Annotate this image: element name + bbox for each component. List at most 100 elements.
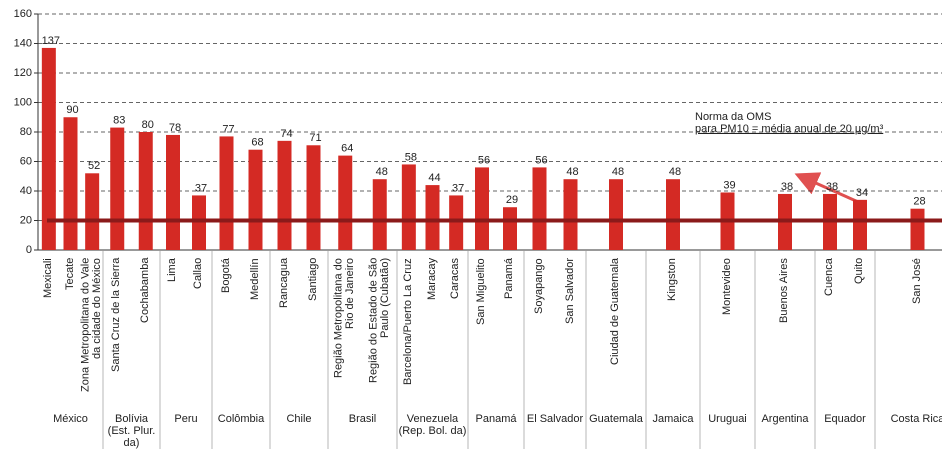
x-tick-label: Região Metropolitana do Rio de Janeiro (332, 258, 357, 378)
bar (110, 127, 125, 250)
y-tick-label: 100 (14, 96, 32, 108)
x-tick-label: Quito (853, 258, 866, 285)
x-tick-label: San José (910, 258, 923, 304)
bar (41, 47, 56, 250)
y-tick-label: 120 (14, 67, 32, 79)
x-tick-label: Lima (166, 258, 179, 282)
value-label: 48 (612, 166, 624, 178)
x-tick-label: Soyapango (532, 258, 545, 314)
x-tick-label: San Salvador (563, 258, 576, 325)
value-label: 29 (506, 194, 518, 206)
x-tick-label: Kingston (666, 258, 679, 301)
bar (503, 207, 517, 250)
x-tick-label: Santa Cruz de la Sierra (110, 258, 123, 373)
bar (338, 155, 353, 250)
x-tick-label: Montevideo (720, 258, 733, 315)
value-label: 48 (376, 166, 388, 178)
group-label: Equador (824, 413, 866, 425)
bar (449, 195, 464, 250)
bar (853, 199, 867, 250)
x-tick-label: Ciudad de Guatemala (609, 258, 622, 366)
bar (425, 185, 440, 250)
value-label: 28 (913, 196, 925, 208)
group-label: Argentina (761, 413, 809, 425)
bar (609, 179, 623, 250)
x-tick-label: Callao (192, 258, 205, 290)
group-label: Guatemala (589, 413, 643, 425)
bar (277, 140, 292, 250)
value-label: 58 (405, 151, 417, 163)
value-label: 78 (169, 122, 181, 134)
group-label: Chile (286, 413, 312, 425)
bar (532, 167, 547, 250)
group-label: El Salvador (526, 413, 584, 425)
bar (63, 117, 78, 250)
x-tick-label: Barcelona/Puerto La Cruz (402, 258, 415, 385)
value-label: 34 (856, 187, 868, 199)
value-label: 83 (113, 114, 125, 126)
bar (666, 179, 680, 250)
group-label: Uruguai (708, 413, 747, 425)
x-tick-label: Rancagua (277, 258, 290, 309)
y-tick-label: 80 (20, 126, 32, 138)
bar (401, 164, 416, 250)
value-label: 44 (428, 172, 440, 184)
value-label: 37 (195, 182, 207, 194)
value-label: 39 (723, 179, 735, 191)
x-tick-label: Bogotá (219, 258, 232, 293)
x-tick-label: San Miguelito (475, 258, 488, 325)
x-tick-label: Caracas (449, 258, 462, 299)
bar (248, 149, 263, 250)
group-label: Jamaica (652, 413, 694, 425)
bar (372, 179, 387, 250)
bar (475, 167, 489, 250)
annotation: para PM10 = média anual de 20 µg/m³ (695, 123, 884, 135)
group-label: Venezuela (Rep. Bol. da) (398, 413, 467, 438)
y-tick-label: 160 (14, 8, 32, 20)
value-label: 137 (42, 35, 60, 47)
group-label: Bolívia (Est. Plur. da) (107, 413, 156, 449)
bar (138, 132, 153, 250)
bar (192, 195, 206, 250)
group-label: México (53, 413, 88, 425)
y-tick-label: 0 (26, 244, 32, 256)
value-label: 56 (478, 154, 490, 166)
value-label: 64 (341, 143, 353, 155)
group-label: Costa Rica (890, 413, 942, 425)
bar (306, 145, 321, 250)
annotation: Norma da OMS (695, 111, 771, 123)
bar (910, 208, 925, 250)
group-label: Peru (174, 413, 198, 425)
x-tick-label: Cochabamba (138, 258, 151, 324)
value-label: 77 (222, 123, 234, 135)
y-tick-label: 140 (14, 37, 32, 49)
value-label: 68 (251, 137, 263, 149)
x-tick-label: Tecate (63, 258, 76, 291)
y-tick-label: 40 (20, 185, 32, 197)
y-tick-label: 60 (20, 155, 32, 167)
value-label: 80 (142, 119, 154, 131)
value-label: 74 (280, 128, 292, 140)
group-label: Colômbia (217, 413, 265, 425)
bar (85, 173, 100, 250)
value-label: 38 (781, 181, 793, 193)
bar (219, 136, 234, 250)
bar (563, 179, 578, 250)
x-tick-label: Buenos Aires (778, 258, 791, 323)
x-tick-label: Cuenca (823, 258, 836, 296)
x-tick-label: Panamá (503, 258, 516, 299)
x-tick-label: Medellín (248, 258, 261, 300)
value-label: 38 (826, 181, 838, 193)
group-label: Panamá (475, 413, 517, 425)
value-label: 52 (88, 160, 100, 172)
x-tick-label: Região do Estado de São Paulo (Cubatão) (367, 258, 391, 384)
value-label: 90 (66, 104, 78, 116)
x-tick-label: Santiago (306, 258, 319, 302)
value-label: 37 (452, 182, 464, 194)
x-tick-label: Mexicali (42, 258, 55, 298)
y-tick-label: 20 (20, 214, 32, 226)
x-tick-label: Maracay (425, 258, 438, 301)
bar (166, 134, 180, 250)
